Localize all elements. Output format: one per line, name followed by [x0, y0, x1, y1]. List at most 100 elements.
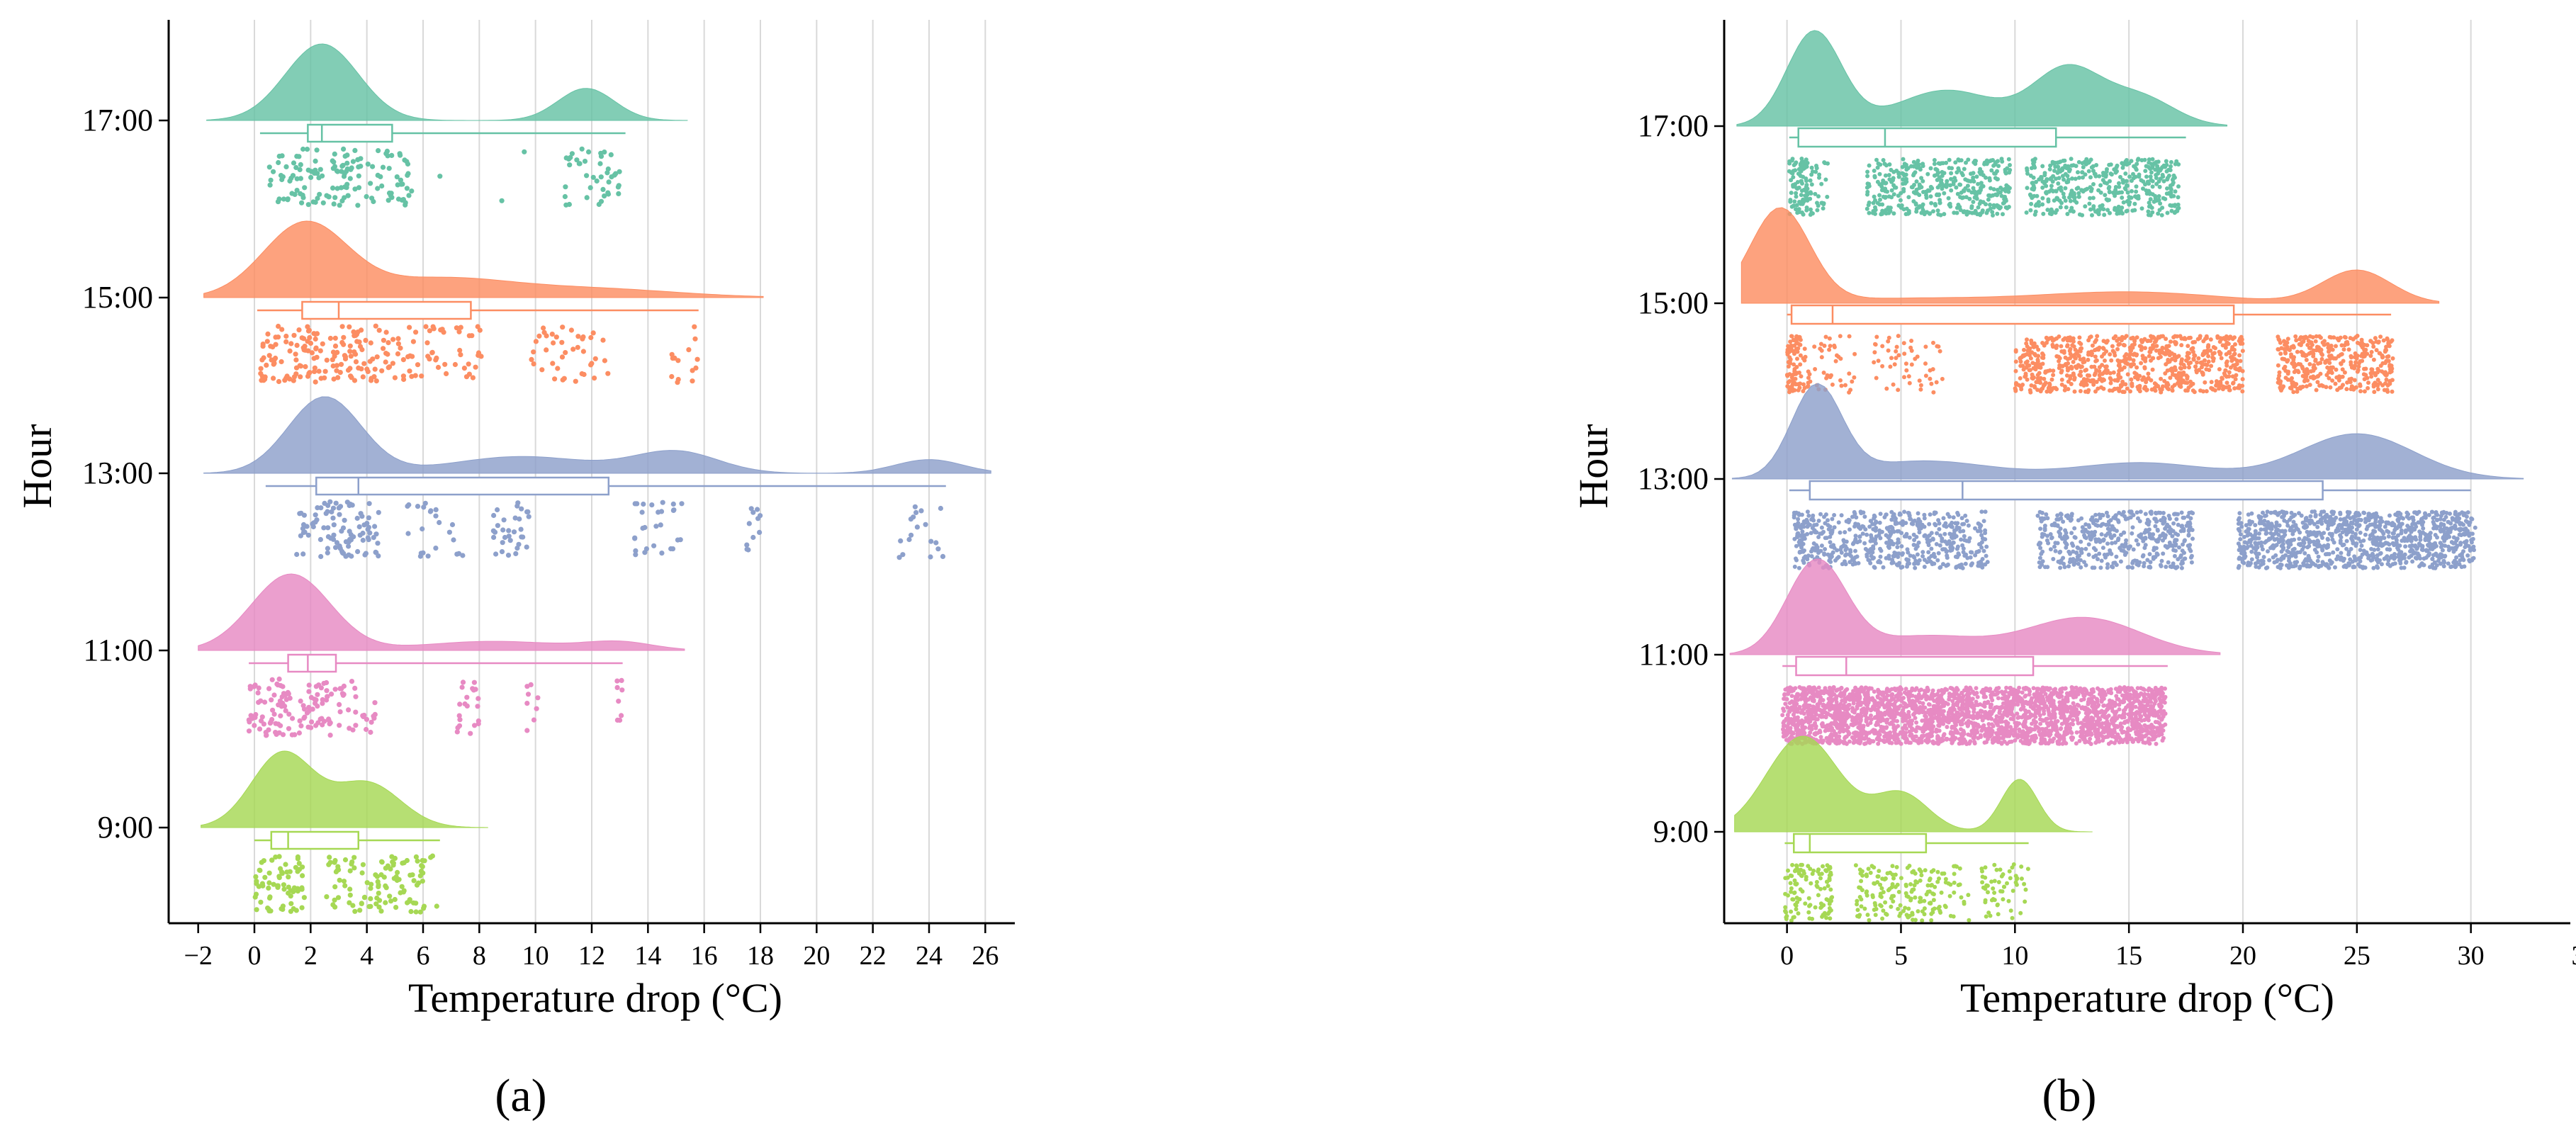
rain-point — [2382, 371, 2387, 376]
rain-point — [1928, 194, 1933, 199]
rain-point — [2147, 157, 2152, 162]
rain-point — [2136, 196, 2141, 201]
rain-point — [690, 378, 695, 384]
panel-a-hour-label: 17:00 — [82, 103, 153, 137]
rain-point — [1896, 537, 1901, 542]
rain-point — [1962, 209, 1967, 214]
rain-point — [337, 709, 343, 715]
rain-point — [2379, 562, 2384, 567]
rain-point — [332, 884, 338, 890]
rain-point — [1925, 171, 1930, 176]
rain-point — [291, 160, 297, 166]
rain-point — [1858, 509, 1863, 514]
rain-point — [1794, 340, 1799, 345]
rain-point — [373, 378, 379, 384]
rain-point — [651, 543, 657, 548]
rain-point — [2173, 355, 2178, 359]
rain-point — [386, 340, 391, 346]
rain-point — [2157, 208, 2162, 213]
rain-point — [1944, 563, 1949, 568]
rain-point — [391, 876, 397, 881]
rain-point — [2410, 559, 2415, 564]
rain-point — [2129, 349, 2134, 353]
rain-point — [2027, 192, 2032, 197]
rain-point — [300, 146, 306, 152]
rain-point — [2209, 385, 2214, 390]
rain-point — [2255, 545, 2260, 550]
rain-point — [280, 684, 286, 689]
rain-point — [1911, 173, 1916, 178]
rain-point — [2094, 163, 2099, 167]
rain-point — [2217, 367, 2222, 372]
rain-point — [288, 341, 294, 346]
rain-point — [1813, 530, 1818, 535]
rain-point — [1971, 200, 1976, 204]
rain-point — [2036, 200, 2041, 205]
rain-point — [420, 550, 426, 555]
rain-point — [279, 153, 285, 159]
rain-point — [1883, 181, 1888, 186]
rain-point — [2147, 166, 2152, 171]
rain-point — [1796, 565, 1801, 570]
rain-point — [2040, 196, 2045, 201]
rain-point — [2360, 359, 2365, 363]
rain-point — [560, 325, 566, 330]
rain-point — [518, 526, 524, 532]
rain-point — [1821, 206, 1826, 211]
rain-point — [1917, 530, 1922, 535]
rain-point — [400, 357, 407, 363]
rain-point — [2230, 374, 2235, 379]
rain-point — [1915, 552, 1920, 557]
rain-point — [2340, 367, 2345, 372]
rain-point — [617, 169, 622, 174]
rain-point — [293, 351, 298, 357]
rain-point — [2105, 198, 2110, 203]
rain-point — [298, 176, 303, 181]
rain-point — [2172, 553, 2177, 558]
rain-point — [2188, 379, 2193, 384]
rain-point — [2169, 194, 2173, 199]
rain-point — [2161, 538, 2165, 543]
panel-a-x-tick-label: 0 — [248, 941, 261, 971]
rain-point — [1822, 551, 1827, 556]
rain-point — [1872, 194, 1877, 199]
rain-point — [380, 164, 386, 170]
rain-point — [2369, 349, 2374, 354]
rain-point — [1886, 335, 1891, 340]
rain-point — [2387, 513, 2392, 518]
rain-point — [2170, 385, 2175, 390]
rain-point — [374, 895, 380, 901]
rain-point — [2311, 365, 2316, 370]
rain-point — [2334, 344, 2338, 349]
rain-point — [2158, 510, 2163, 515]
rain-point — [2240, 389, 2245, 394]
rain-point — [692, 336, 698, 342]
rain-point — [456, 551, 462, 556]
panel-a-label: (a) — [495, 1070, 546, 1122]
rain-point — [2064, 535, 2069, 540]
rain-point — [2078, 357, 2083, 362]
rain-point — [2179, 343, 2184, 348]
rain-point — [347, 868, 353, 874]
rain-point — [266, 686, 272, 692]
rain-point — [2054, 517, 2059, 522]
rain-point — [2141, 186, 2145, 191]
rain-point — [2182, 336, 2187, 341]
rain-point — [502, 534, 508, 541]
panel-a-box — [315, 476, 610, 496]
rain-point — [2285, 358, 2290, 363]
rain-point — [306, 704, 312, 711]
rain-point — [675, 537, 681, 543]
rain-point — [1911, 543, 1916, 547]
rain-point — [506, 528, 512, 534]
rain-point — [2123, 382, 2128, 387]
rain-point — [2072, 389, 2077, 394]
rain-point — [2209, 380, 2214, 385]
rain-point — [425, 553, 431, 559]
rain-point — [258, 718, 264, 724]
rain-point — [1796, 207, 1801, 212]
rain-point — [2131, 358, 2136, 363]
rain-point — [2153, 196, 2158, 201]
rain-point — [2387, 364, 2392, 369]
rain-point — [613, 171, 619, 176]
